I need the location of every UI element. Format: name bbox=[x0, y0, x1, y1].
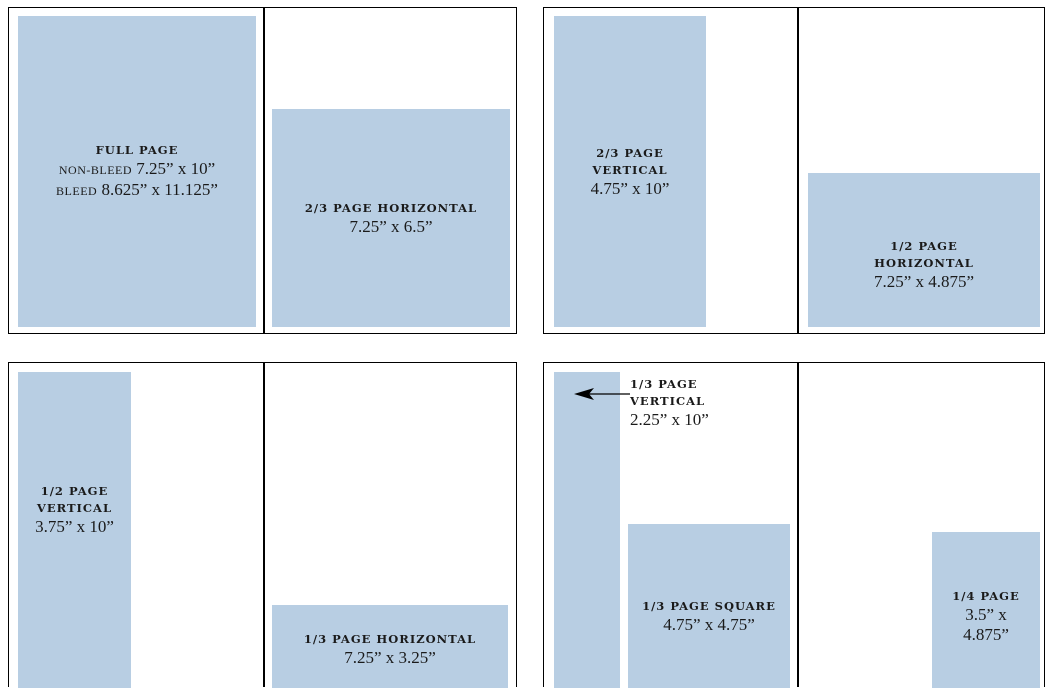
ad-size-line1: 3.5” x bbox=[965, 604, 1007, 624]
ad-two-thirds-horizontal: 2/3 PAGE HORIZONTAL 7.25” x 6.5” bbox=[272, 109, 510, 327]
page-gutter bbox=[263, 8, 265, 333]
ad-half-vertical: 1/2 PAGE VERTICAL 3.75” x 10” bbox=[18, 372, 131, 688]
ad-title-line1: 1/2 PAGE bbox=[40, 484, 109, 498]
page-gutter bbox=[797, 363, 799, 687]
spread-top-right: 2/3 PAGE VERTICAL 4.75” x 10” 1/2 PAGE H… bbox=[543, 7, 1045, 334]
ad-two-thirds-vertical: 2/3 PAGE VERTICAL 4.75” x 10” bbox=[554, 16, 706, 327]
ad-title: 1/3 PAGE HORIZONTAL bbox=[303, 632, 477, 646]
ad-size: 7.25” x 4.875” bbox=[873, 272, 975, 291]
page-gutter bbox=[797, 8, 799, 333]
ad-full-page: FULL PAGE NON-BLEED 7.25” x 10” BLEED 8.… bbox=[18, 16, 256, 327]
ad-title-line1: 1/2 PAGE bbox=[890, 239, 958, 253]
ad-title-line1: 1/3 PAGE bbox=[630, 377, 698, 391]
ad-title: FULL PAGE bbox=[95, 143, 179, 157]
ad-title-line2: HORIZONTAL bbox=[874, 256, 974, 270]
ad-quarter: 1/4 PAGE 3.5” x 4.875” bbox=[932, 532, 1040, 688]
ad-size: 2.25” x 10” bbox=[630, 410, 709, 429]
ad-third-vertical-label: 1/3 PAGE VERTICAL 2.25” x 10” bbox=[630, 376, 709, 430]
page-gutter bbox=[263, 363, 265, 687]
spread-bottom-left: 1/2 PAGE VERTICAL 3.75” x 10” 1/3 PAGE H… bbox=[8, 362, 517, 688]
ad-third-square: 1/3 PAGE SQUARE 4.75” x 4.75” bbox=[628, 524, 790, 688]
ad-title: 1/3 PAGE SQUARE bbox=[642, 598, 776, 613]
arrow-left-icon bbox=[574, 388, 630, 400]
ad-title-line2: VERTICAL bbox=[36, 501, 113, 515]
ad-size: 3.75” x 10” bbox=[35, 517, 114, 536]
ad-size: 7.25” x 6.5” bbox=[349, 216, 433, 236]
ad-size-nonbleed: NON-BLEED 7.25” x 10” bbox=[58, 159, 216, 178]
ad-title-line2: VERTICAL bbox=[592, 162, 668, 177]
ad-size-bleed: BLEED 8.625” x 11.125” bbox=[56, 180, 218, 199]
ad-size: 4.75” x 10” bbox=[590, 178, 670, 198]
ad-size: 4.75” x 4.75” bbox=[663, 614, 755, 634]
spread-top-left: FULL PAGE NON-BLEED 7.25” x 10” BLEED 8.… bbox=[8, 7, 517, 334]
ad-size: 7.25” x 3.25” bbox=[344, 648, 436, 667]
ad-half-horizontal: 1/2 PAGE HORIZONTAL 7.25” x 4.875” bbox=[808, 173, 1040, 327]
ad-title-line2: VERTICAL bbox=[630, 394, 706, 408]
ad-third-horizontal: 1/3 PAGE HORIZONTAL 7.25” x 3.25” bbox=[272, 605, 508, 688]
ad-size-line2: 4.875” bbox=[963, 624, 1009, 644]
ad-title: 2/3 PAGE HORIZONTAL bbox=[304, 200, 478, 215]
ad-title-line1: 2/3 PAGE bbox=[596, 145, 664, 160]
ad-third-vertical bbox=[554, 372, 620, 688]
ad-title: 1/4 PAGE bbox=[952, 588, 1020, 603]
spread-bottom-right: 1/3 PAGE VERTICAL 2.25” x 10” 1/3 PAGE S… bbox=[543, 362, 1045, 688]
